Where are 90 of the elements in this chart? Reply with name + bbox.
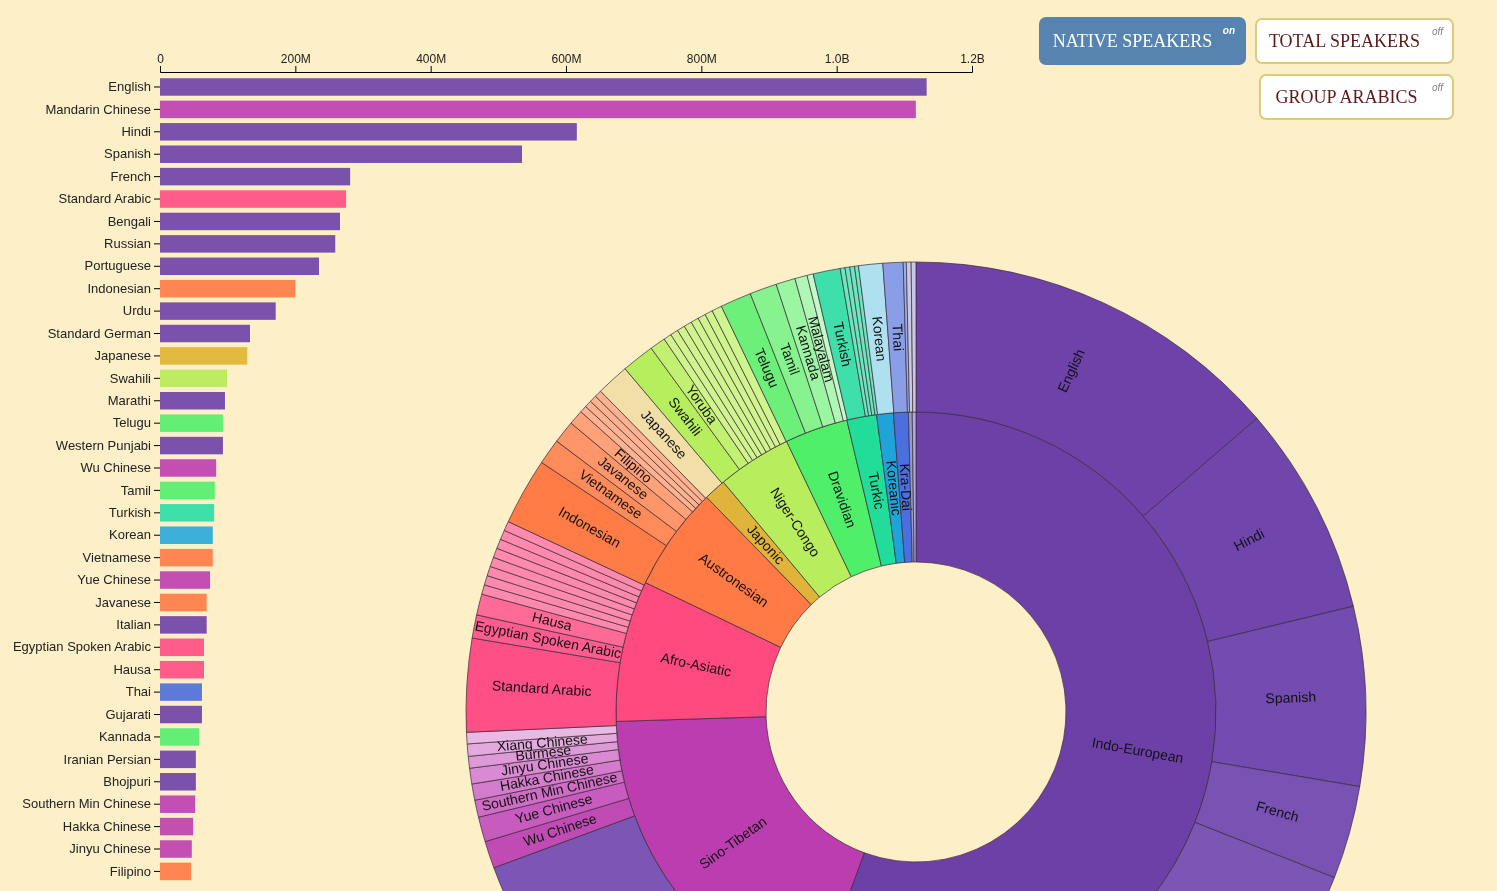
slice-label: Standard Arabic	[491, 677, 592, 700]
y-tick-label: Gujarati	[105, 706, 152, 722]
bar	[160, 369, 227, 388]
bar	[160, 414, 223, 432]
y-tick-label: Thai	[125, 684, 152, 700]
bar	[160, 347, 248, 365]
y-tick-label: Russian	[104, 236, 151, 252]
bar	[160, 235, 336, 253]
y-tick-label: Portuguese	[84, 258, 151, 274]
toggle-button: GROUP ARABICS off	[1259, 74, 1454, 120]
x-tick-label: 0	[157, 52, 165, 66]
y-tick-label: Korean	[109, 527, 151, 543]
bar	[160, 481, 215, 500]
y-tick-label: Telugu	[112, 415, 151, 431]
x-tick-label: 200M	[280, 52, 311, 66]
y-tick-label: Hindi	[121, 123, 152, 139]
bar	[160, 616, 207, 634]
bar	[160, 324, 250, 343]
bar	[160, 459, 217, 477]
y-tick-label: Kannada	[98, 729, 152, 745]
y-tick-label: Spanish	[104, 146, 151, 162]
y-tick-label: Indonesian	[87, 280, 151, 296]
bar	[160, 795, 196, 813]
bar	[160, 504, 215, 522]
y-tick-label: Jinyu Chinese	[69, 841, 151, 857]
toggle-button: NATIVE SPEAKERS on	[1039, 17, 1246, 65]
y-tick-label: Yue Chinese	[77, 572, 151, 588]
y-tick-label: Italian	[116, 617, 151, 633]
y-tick-label: Western Punjabi	[55, 437, 152, 453]
bar	[160, 705, 202, 724]
bar	[160, 728, 200, 746]
y-tick-label: Turkish	[108, 504, 151, 520]
y-tick-label: Standard Arabic	[58, 191, 152, 207]
bar	[160, 279, 296, 298]
bar	[160, 257, 320, 276]
y-tick-label: Hakka Chinese	[62, 818, 151, 834]
y-tick-label: Hausa	[113, 661, 152, 677]
slice-label: Thai	[889, 323, 907, 352]
y-tick-label: English	[108, 79, 151, 95]
bar	[160, 100, 916, 119]
bar	[160, 817, 194, 836]
y-tick-label: Iranian Persian	[63, 751, 151, 767]
slice-label: French	[1254, 797, 1301, 825]
bar	[160, 683, 202, 701]
x-tick-label: 1.0B	[824, 52, 850, 66]
y-tick-label: Southern Min Chinese	[22, 796, 151, 812]
y-tick-label: Japanese	[94, 348, 151, 364]
slice-label: Turkic	[865, 470, 888, 511]
y-tick-label: Tamil	[120, 482, 152, 498]
bar	[160, 78, 927, 96]
y-tick-label: Urdu	[122, 303, 151, 319]
x-tick-label: 800M	[686, 52, 717, 66]
x-tick-label: 1.2B	[960, 52, 985, 66]
bar	[160, 167, 351, 186]
x-tick-label: 400M	[416, 52, 447, 66]
bar	[160, 212, 340, 231]
bar	[160, 660, 204, 679]
toggle-button: TOTAL SPEAKERS off	[1255, 18, 1454, 64]
bar	[160, 773, 196, 791]
bar	[160, 862, 192, 881]
y-tick-label: Vietnamese	[82, 549, 151, 565]
slice-label: Spanish	[1265, 688, 1317, 707]
bar	[160, 548, 213, 567]
bar	[160, 526, 213, 544]
bar	[160, 750, 196, 769]
bar	[160, 145, 523, 163]
bar	[160, 392, 225, 410]
bar	[160, 593, 207, 612]
slice-label: Hindi	[1231, 525, 1267, 555]
bar	[160, 638, 204, 657]
y-tick-label: Mandarin Chinese	[45, 101, 151, 117]
bar	[160, 436, 223, 455]
x-tick-label: 600M	[551, 52, 582, 66]
y-tick-label: Egyptian Spoken Arabic	[12, 639, 152, 655]
y-tick-label: Marathi	[107, 392, 152, 408]
bar	[160, 123, 577, 141]
slice-label: Korean	[869, 315, 890, 363]
y-tick-label: Standard German	[47, 325, 151, 341]
bar	[160, 571, 211, 589]
y-tick-label: Bengali	[107, 213, 152, 229]
slice-label: Turkish	[830, 320, 856, 369]
bar	[160, 840, 192, 858]
bar	[160, 302, 276, 320]
y-tick-label: Filipino	[109, 863, 151, 879]
y-tick-label: Swahili	[109, 370, 152, 386]
y-tick-label: Wu Chinese	[80, 460, 151, 476]
y-tick-label: French	[110, 168, 151, 184]
y-tick-label: Bhojpuri	[103, 773, 152, 789]
bar	[160, 190, 347, 208]
y-tick-label: Javanese	[95, 594, 151, 610]
